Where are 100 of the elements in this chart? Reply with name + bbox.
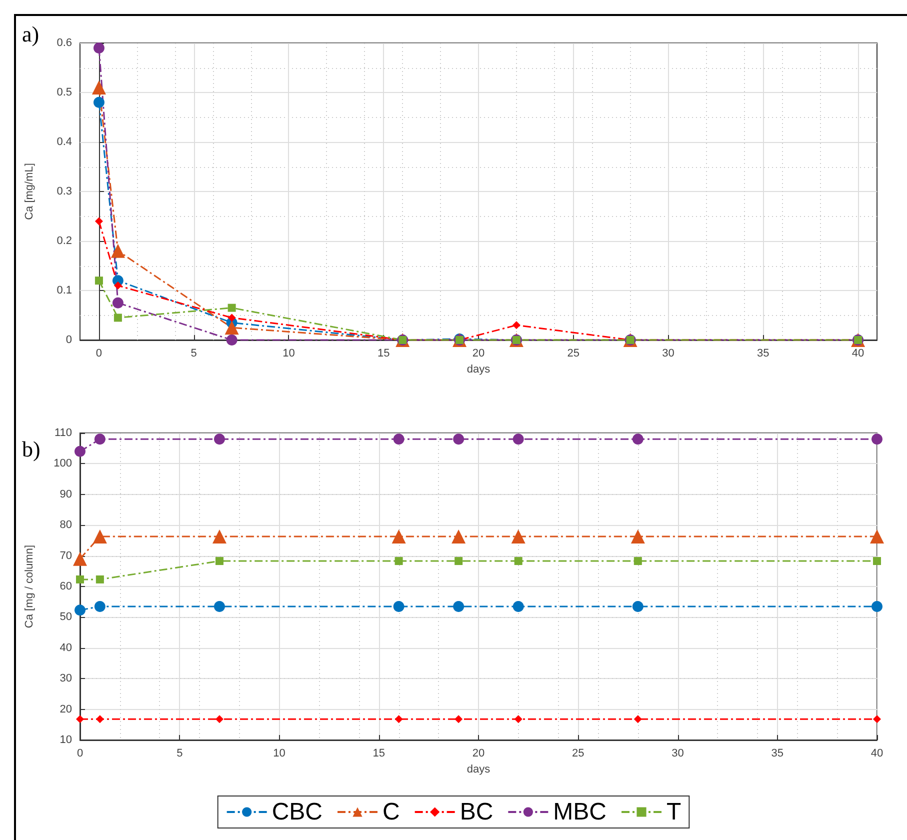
x-tick-label: 20: [472, 348, 485, 360]
point: [872, 600, 882, 612]
point: [872, 434, 882, 445]
y-tick-label: 80: [60, 519, 72, 532]
point: [393, 600, 404, 612]
x-tick-label: 40: [852, 348, 864, 360]
point: [634, 715, 642, 724]
x-tick-label: 35: [771, 748, 784, 760]
point: [93, 96, 104, 108]
point: [632, 600, 644, 612]
point: [76, 575, 84, 584]
point: [215, 715, 224, 724]
y-axis-title: Ca [mg / column]: [24, 544, 36, 628]
point: [112, 297, 124, 308]
point: [454, 557, 463, 566]
y-tick-label: 100: [54, 458, 72, 470]
y-tick-label: 0.6: [56, 37, 72, 49]
point: [514, 557, 522, 566]
point: [394, 557, 403, 566]
y-tick-label: 10: [60, 734, 72, 746]
x-tick-label: 15: [377, 348, 390, 360]
x-tick-label: 30: [662, 348, 674, 360]
point: [511, 529, 526, 544]
point: [212, 529, 226, 544]
x-tick-label: 40: [870, 748, 884, 760]
legend-label: T: [666, 798, 682, 826]
point: [393, 434, 404, 445]
point: [114, 314, 122, 322]
y-tick-label: 0.2: [56, 235, 72, 247]
point: [92, 80, 106, 95]
point: [94, 276, 103, 285]
x-tick-label: 25: [567, 348, 580, 360]
y-axis-title: Ca [mg/mL]: [24, 163, 36, 220]
point: [394, 715, 403, 724]
legend-label: C: [382, 798, 400, 826]
y-tick-label: 0.5: [56, 86, 72, 98]
point: [76, 715, 84, 724]
point: [512, 600, 524, 612]
point: [93, 42, 104, 54]
point: [632, 434, 644, 445]
point: [453, 434, 464, 445]
point: [228, 304, 236, 312]
x-tick-label: 5: [176, 748, 183, 760]
x-tick-label: 0: [96, 348, 102, 360]
point: [73, 552, 87, 566]
y-tick-label: 0.3: [56, 186, 72, 198]
point: [514, 715, 522, 724]
point: [215, 557, 224, 566]
x-tick-label: 30: [672, 748, 684, 760]
point: [634, 557, 642, 566]
y-tick-label: 40: [60, 642, 72, 654]
x-tick-label: 10: [282, 348, 295, 360]
y-tick-label: 50: [60, 611, 72, 624]
point: [92, 529, 107, 544]
legend-label: MBC: [553, 798, 607, 826]
point: [226, 334, 238, 346]
point: [453, 600, 464, 612]
point: [94, 217, 103, 226]
point: [873, 715, 881, 724]
point: [110, 244, 125, 258]
point: [512, 434, 524, 445]
legend-label: CBC: [272, 798, 323, 826]
text: a): [22, 22, 40, 46]
x-tick-label: 10: [273, 748, 286, 760]
point: [454, 715, 463, 724]
point: [214, 600, 225, 612]
x-tick-label: 25: [572, 748, 584, 760]
y-tick-label: 110: [54, 427, 72, 439]
point: [630, 529, 645, 544]
point: [512, 321, 520, 330]
y-tick-label: 70: [60, 550, 72, 562]
y-tick-label: 30: [60, 672, 72, 685]
point: [74, 604, 86, 616]
point: [392, 529, 406, 544]
y-tick-label: 0.4: [56, 136, 72, 148]
point: [74, 446, 86, 457]
point: [114, 282, 122, 290]
point: [452, 529, 466, 544]
point: [870, 529, 884, 544]
point: [228, 314, 236, 322]
point: [214, 434, 225, 445]
point: [224, 320, 239, 335]
y-tick-label: 20: [60, 703, 72, 716]
y-tick-label: 60: [60, 580, 72, 592]
y-tick-label: 0.1: [56, 284, 72, 296]
x-tick-label: 5: [190, 348, 197, 360]
x-axis-title: days: [466, 763, 491, 776]
y-tick-label: 0: [66, 334, 72, 346]
point: [94, 434, 106, 445]
x-tick-label: 0: [76, 748, 84, 760]
point: [873, 557, 881, 566]
point: [96, 575, 104, 584]
text: b): [22, 436, 40, 462]
x-tick-label: 20: [472, 748, 485, 760]
x-tick-label: 15: [372, 748, 385, 760]
point: [94, 600, 106, 612]
x-axis-title: days: [466, 363, 491, 376]
legend-label: BC: [460, 798, 494, 826]
x-tick-label: 35: [757, 348, 770, 360]
y-tick-label: 90: [60, 488, 72, 500]
